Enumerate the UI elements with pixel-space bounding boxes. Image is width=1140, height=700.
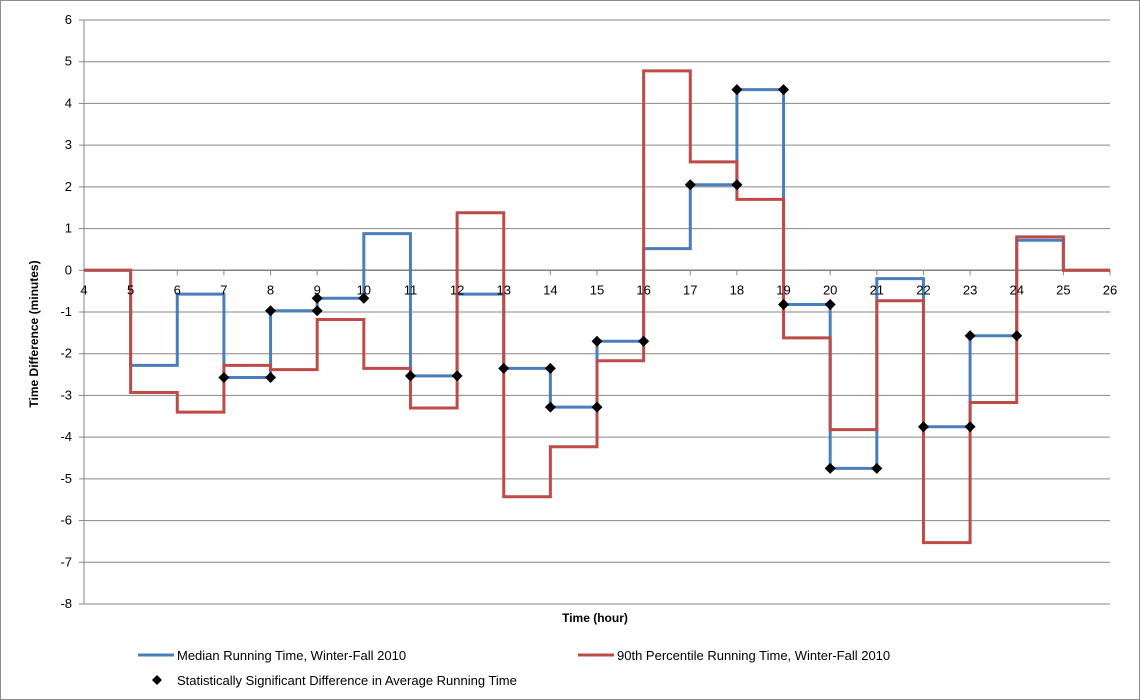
x-tick-label: 17 — [683, 282, 697, 297]
legend-item-median: Median Running Time, Winter-Fall 2010 — [138, 648, 406, 663]
y-tick-label: 5 — [65, 54, 72, 69]
significance-marker — [824, 298, 836, 310]
x-tick-label: 20 — [823, 282, 837, 297]
legend-item-significant: Statistically Significant Difference in … — [152, 673, 517, 688]
significance-marker — [591, 401, 603, 413]
significance-marker — [498, 362, 510, 374]
legend: Median Running Time, Winter-Fall 2010 90… — [138, 648, 890, 688]
significance-marker — [731, 179, 743, 191]
legend-swatch-diamond — [152, 675, 162, 685]
x-tick-label: 18 — [730, 282, 744, 297]
significance-marker — [591, 335, 603, 347]
y-tick-label: -3 — [60, 387, 72, 402]
significance-marker — [824, 462, 836, 474]
x-tick-label: 9 — [314, 282, 321, 297]
legend-item-90th: 90th Percentile Running Time, Winter-Fal… — [578, 648, 890, 663]
y-tick-label: 3 — [65, 137, 72, 152]
significance-marker — [778, 84, 790, 96]
y-tick-label: 1 — [65, 221, 72, 236]
significance-marker — [265, 305, 277, 317]
significance-marker — [404, 370, 416, 382]
significance-marker — [964, 421, 976, 433]
y-tick-label: -1 — [60, 304, 72, 319]
y-tick-label: -5 — [60, 471, 72, 486]
x-tick-label: 4 — [80, 282, 87, 297]
y-tick-label: -8 — [60, 596, 72, 611]
significance-marker — [871, 462, 883, 474]
significance-marker — [311, 292, 323, 304]
y-tick-label: 4 — [65, 95, 72, 110]
x-tick-label: 7 — [220, 282, 227, 297]
y-tick-label: -2 — [60, 346, 72, 361]
significance-marker — [358, 292, 370, 304]
legend-label-90th: 90th Percentile Running Time, Winter-Fal… — [617, 648, 890, 663]
y-tick-label: -4 — [60, 429, 72, 444]
grid-lines — [84, 19, 1110, 605]
legend-label-significant: Statistically Significant Difference in … — [177, 673, 517, 688]
x-tick-label: 14 — [543, 282, 557, 297]
x-tick-label: 16 — [636, 282, 650, 297]
significance-marker — [265, 371, 277, 383]
significance-marker — [544, 401, 556, 413]
x-tick-label: 11 — [404, 282, 418, 297]
series-layer — [84, 69, 1110, 545]
series-90th-line — [84, 69, 1110, 545]
x-tick-label: 12 — [450, 282, 464, 297]
x-axis-title: Time (hour) — [562, 611, 628, 625]
x-tick-label: 22 — [916, 282, 930, 297]
y-tick-label: -6 — [60, 513, 72, 528]
significance-marker — [311, 305, 323, 317]
significance-marker — [684, 179, 696, 191]
x-tick-label: 23 — [963, 282, 977, 297]
significance-marker — [1011, 330, 1023, 342]
significance-marker — [218, 371, 230, 383]
x-tick-label: 24 — [1009, 282, 1023, 297]
x-tick-label: 10 — [357, 282, 371, 297]
marker-layer — [218, 84, 1023, 474]
significance-marker — [638, 335, 650, 347]
legend-label-median: Median Running Time, Winter-Fall 2010 — [177, 648, 406, 663]
y-tick-label: -7 — [60, 554, 72, 569]
y-tick-label: 2 — [65, 179, 72, 194]
significance-marker — [731, 84, 743, 96]
significance-marker — [451, 370, 463, 382]
significance-marker — [917, 421, 929, 433]
x-tick-label: 26 — [1103, 282, 1117, 297]
significance-marker — [778, 298, 790, 310]
x-tick-label: 25 — [1056, 282, 1070, 297]
y-tick-label: 0 — [65, 262, 72, 277]
y-axis-title: Time Difference (minutes) — [27, 260, 41, 407]
x-tick-label: 6 — [174, 282, 181, 297]
significance-marker — [964, 330, 976, 342]
y-tick-label: 6 — [65, 12, 72, 27]
x-tick-label: 21 — [870, 282, 884, 297]
x-tick-label: 8 — [267, 282, 274, 297]
x-tick-label: 5 — [127, 282, 134, 297]
significance-marker — [544, 362, 556, 374]
x-tick-label: 15 — [590, 282, 604, 297]
x-tick-label: 19 — [776, 282, 790, 297]
x-tick-label: 13 — [496, 282, 510, 297]
